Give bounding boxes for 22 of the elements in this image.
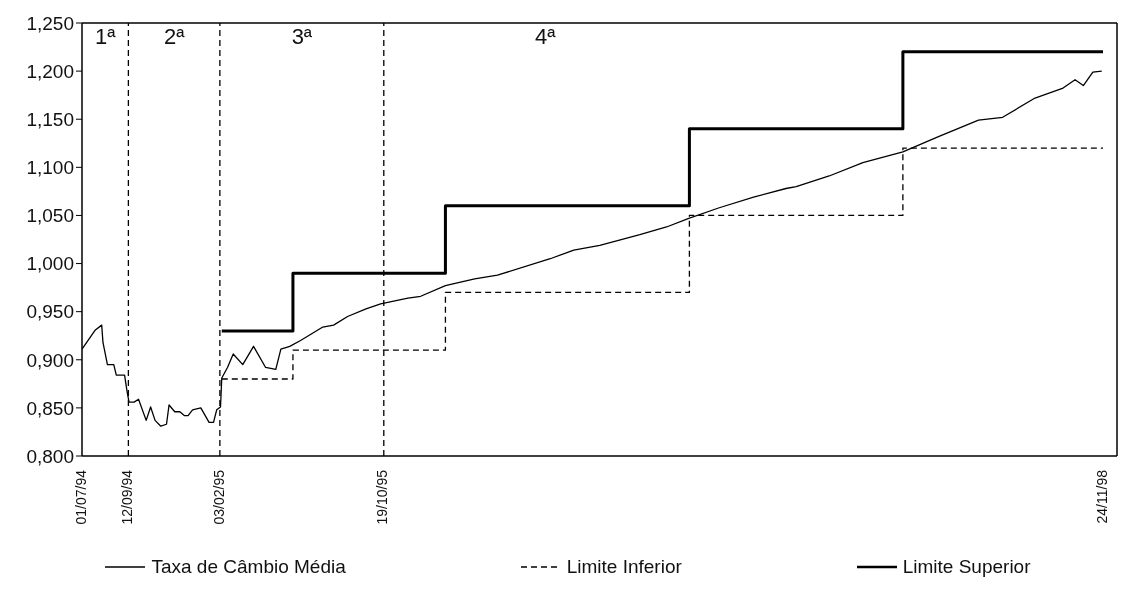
y-tick-label: 0,850 — [26, 397, 74, 419]
x-tick-label: 19/10/95 — [374, 469, 391, 525]
y-tick-label: 1,250 — [26, 12, 74, 34]
legend-label: Taxa de Câmbio Média — [151, 556, 346, 578]
annotation: 3ª — [291, 23, 313, 49]
annotation: 2ª — [163, 23, 186, 49]
y-tick-label: 1,050 — [26, 205, 74, 227]
y-tick-label: 0,950 — [26, 301, 74, 323]
annotation: 4ª — [534, 23, 557, 49]
x-tick-label: 03/02/95 — [210, 469, 227, 525]
y-tick-label: 1,000 — [26, 253, 74, 275]
x-tick-label: 24/11/98 — [1093, 469, 1110, 524]
legend-label: Limite Superior — [902, 556, 1031, 578]
y-tick-label: 0,800 — [26, 445, 74, 467]
x-tick-label: 01/07/94 — [72, 469, 89, 525]
legend-label: Limite Inferior — [566, 556, 682, 578]
y-tick-label: 0,900 — [26, 349, 74, 371]
x-tick-label: 12/09/94 — [119, 469, 136, 525]
y-tick-label: 1,100 — [26, 157, 74, 179]
y-tick-label: 1,200 — [26, 60, 74, 82]
y-tick-label: 1,150 — [26, 108, 74, 130]
annotation: 1ª — [95, 23, 117, 49]
